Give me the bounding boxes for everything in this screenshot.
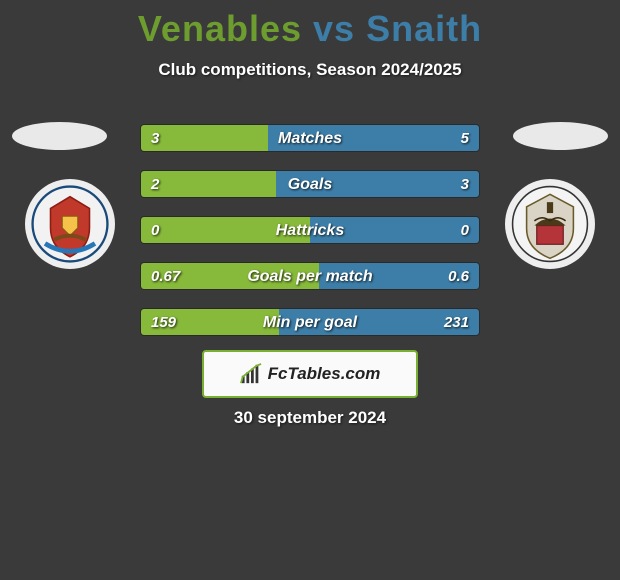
stat-row: Hattricks0 0	[140, 216, 480, 244]
title-right: Snaith	[366, 8, 482, 49]
title-left: Venables	[138, 8, 302, 49]
bar-value-right: 0.6	[448, 263, 469, 289]
bar-value-right: 3	[461, 171, 469, 197]
crest-icon	[511, 185, 589, 263]
stat-row: Goals per match0.67 0.6	[140, 262, 480, 290]
page-title: Venables vs Snaith	[0, 0, 620, 50]
stat-row: Min per goal159 231	[140, 308, 480, 336]
stat-bars: Matches35Goals23Hattricks00Goals per mat…	[140, 124, 480, 354]
bar-label: Hattricks	[141, 217, 479, 243]
stat-row: Matches3 5	[140, 124, 480, 152]
brand-box[interactable]: FcTables.com	[202, 350, 418, 398]
bar-value-left: 159	[151, 309, 176, 335]
stat-row: Goals2 3	[140, 170, 480, 198]
bar-value-left: 2	[151, 171, 159, 197]
brand-text: FcTables.com	[268, 364, 381, 384]
subtitle: Club competitions, Season 2024/2025	[0, 60, 620, 80]
bar-value-left: 0.67	[151, 263, 180, 289]
bar-chart-icon	[240, 363, 262, 385]
bar-label: Goals per match	[141, 263, 479, 289]
bar-label: Min per goal	[141, 309, 479, 335]
club-badge-left	[25, 179, 115, 269]
date-text: 30 september 2024	[0, 408, 620, 428]
bar-label: Matches	[141, 125, 479, 151]
player-left-head	[12, 122, 107, 150]
club-badge-right	[505, 179, 595, 269]
comparison-card: Venables vs Snaith Club competitions, Se…	[0, 0, 620, 580]
shield-icon	[31, 185, 109, 263]
bar-value-left: 0	[151, 217, 159, 243]
bar-value-right: 231	[444, 309, 469, 335]
bar-value-right: 0	[461, 217, 469, 243]
bar-value-left: 3	[151, 125, 159, 151]
bar-label: Goals	[141, 171, 479, 197]
title-vs: vs	[313, 8, 355, 49]
bar-value-right: 5	[461, 125, 469, 151]
player-right-head	[513, 122, 608, 150]
